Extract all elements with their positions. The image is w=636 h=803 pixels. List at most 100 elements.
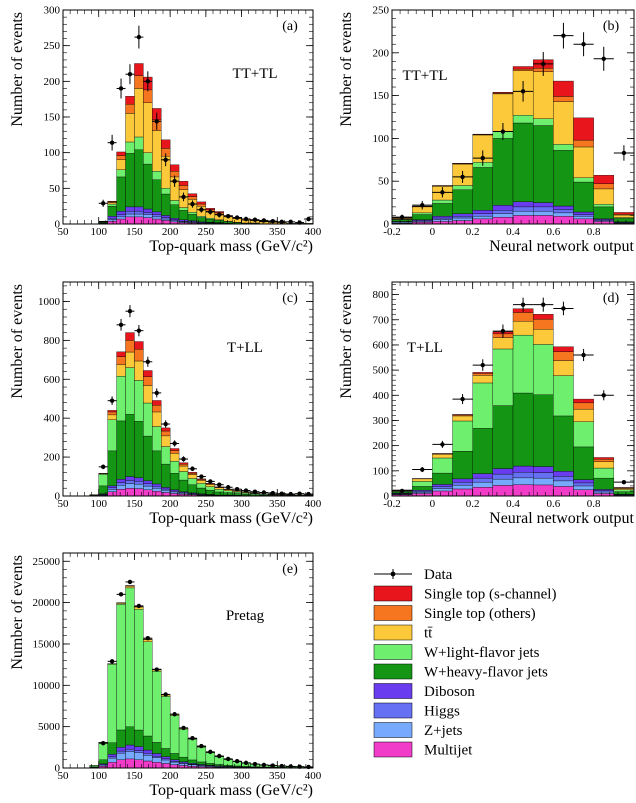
bar-wh	[107, 742, 117, 755]
x-tick-label: 300	[233, 226, 250, 238]
bar-s	[143, 370, 153, 377]
bar-db	[125, 206, 135, 212]
bar-wl	[532, 344, 554, 395]
x-tick-label: 100	[90, 770, 107, 782]
x-tick-label: 250	[198, 226, 215, 238]
y-tick-label: 0	[55, 491, 61, 503]
data-point	[492, 324, 513, 338]
bar-tt	[143, 102, 153, 153]
y-tick-label: 0	[55, 219, 61, 231]
y-tick-label: 600	[44, 374, 61, 386]
bar-wl	[169, 461, 180, 474]
bar-zj	[553, 480, 574, 487]
bar-hi	[125, 210, 135, 215]
legend-swatch	[373, 605, 413, 621]
bar-o	[143, 376, 153, 386]
region-label: TT+TL	[402, 68, 447, 84]
y-tick-label: 800	[373, 289, 390, 301]
bar-wh	[169, 473, 180, 490]
data-point	[241, 488, 251, 493]
data-point	[412, 200, 433, 210]
bar-zj	[169, 491, 180, 494]
legend-swatch	[373, 683, 413, 699]
bar-zj	[143, 755, 153, 762]
bar-mj	[492, 216, 514, 225]
bar-db	[512, 465, 534, 473]
bar-wh	[553, 415, 574, 472]
bar-wh	[143, 435, 153, 482]
bar-zj	[134, 213, 144, 218]
bar-wl	[472, 382, 494, 429]
bar-s	[553, 80, 574, 97]
bar-db	[573, 479, 594, 484]
bar-tt	[152, 411, 162, 427]
bar-zj	[107, 757, 117, 763]
data-point	[432, 187, 453, 198]
bar-zj	[152, 757, 162, 763]
bar-db	[532, 466, 554, 473]
bar-wl	[116, 604, 126, 731]
bar-db	[116, 479, 126, 483]
bar-o	[472, 373, 494, 376]
data-point	[214, 211, 224, 218]
bar-wh	[223, 492, 233, 496]
bar-mj	[492, 485, 514, 497]
bar-zj	[152, 216, 162, 220]
legend-item-mj: Multijet	[373, 741, 473, 759]
bar-s	[107, 200, 117, 203]
bar-wh	[532, 394, 554, 467]
bar-hi	[107, 756, 117, 759]
bar-db	[573, 211, 594, 215]
bar-wl	[214, 489, 224, 493]
bar-wh	[205, 219, 215, 223]
bar-wl	[223, 490, 233, 493]
bar-wh	[161, 193, 171, 216]
y-tick-label: 0	[55, 763, 61, 775]
bar-s	[613, 487, 635, 489]
x-tick-label: 350	[269, 770, 286, 782]
bar-hi	[573, 214, 594, 217]
bar-wl	[107, 419, 117, 452]
bar-tt	[472, 375, 494, 384]
legend-label: W+light-flavor jets	[424, 645, 540, 661]
x-tick-label: 50	[58, 770, 70, 782]
data-point	[107, 396, 117, 405]
legend-label: Z+jets	[424, 723, 463, 739]
bar-db	[125, 744, 135, 750]
legend-item-wh: W+heavy-flavor jets	[373, 663, 548, 681]
bar-tt	[205, 484, 215, 487]
bar-hi	[134, 210, 144, 215]
bar-db	[492, 468, 514, 475]
bar-zj	[134, 752, 144, 760]
bar-hi	[573, 482, 594, 487]
bar-hi	[492, 210, 514, 214]
bar-wh	[214, 764, 224, 767]
bar-wh	[187, 214, 198, 221]
bar-hi	[161, 488, 171, 491]
y-tick-label: 200	[373, 440, 390, 452]
bar-hi	[152, 486, 162, 489]
bar-wl	[532, 118, 554, 126]
x-tick-label: 150	[126, 770, 143, 782]
y-tick-label: 250	[44, 40, 61, 52]
bar-hi	[432, 486, 453, 489]
bar-tt	[107, 202, 117, 205]
bar-o	[573, 139, 594, 148]
data-point	[98, 464, 108, 470]
bar-wh	[613, 218, 635, 223]
region-label: TT+TL	[232, 66, 277, 82]
panel-tag: (e)	[282, 562, 298, 577]
bar-wh	[214, 491, 224, 496]
bar-o	[187, 473, 198, 475]
panel-tag: (d)	[603, 291, 620, 306]
data-point	[553, 301, 574, 316]
bar-wh	[134, 729, 144, 747]
bar-wh	[232, 493, 242, 496]
bar-wl	[178, 471, 189, 481]
legend-item-s: Single top (s-channel)	[373, 585, 556, 603]
data-point	[179, 192, 188, 202]
bar-mj	[512, 215, 534, 225]
bar-tt	[593, 461, 615, 469]
data-point	[392, 214, 413, 220]
data-point	[196, 474, 206, 479]
